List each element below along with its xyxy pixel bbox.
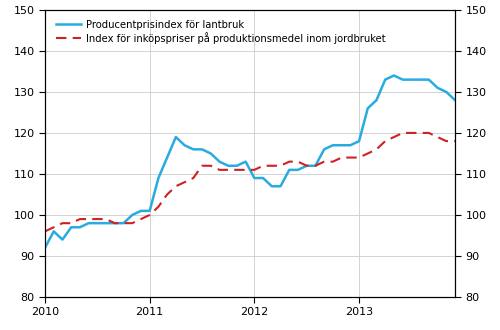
Index för inköpspriser på produktionsmedel inom jordbruket <box>199 164 205 168</box>
Legend: Producentprisindex för lantbruk, Index för inköpspriser på produktionsmedel inom: Producentprisindex för lantbruk, Index f… <box>54 18 388 46</box>
Index för inköpspriser på produktionsmedel inom jordbruket <box>252 168 258 172</box>
Index för inköpspriser på produktionsmedel inom jordbruket <box>42 229 48 233</box>
Producentprisindex för lantbruk <box>312 164 318 168</box>
Producentprisindex för lantbruk <box>330 143 336 147</box>
Line: Producentprisindex för lantbruk: Producentprisindex för lantbruk <box>45 76 490 248</box>
Producentprisindex för lantbruk <box>460 106 466 110</box>
Index för inköpspriser på produktionsmedel inom jordbruket <box>400 131 406 135</box>
Line: Index för inköpspriser på produktionsmedel inom jordbruket: Index för inköpspriser på produktionsmed… <box>45 133 490 231</box>
Producentprisindex för lantbruk <box>391 74 397 78</box>
Producentprisindex för lantbruk <box>199 148 205 151</box>
Index för inköpspriser på produktionsmedel inom jordbruket <box>312 164 318 168</box>
Producentprisindex för lantbruk <box>42 246 48 250</box>
Producentprisindex för lantbruk <box>487 123 493 127</box>
Index för inköpspriser på produktionsmedel inom jordbruket <box>487 148 493 151</box>
Index för inköpspriser på produktionsmedel inom jordbruket <box>77 217 83 221</box>
Index för inköpspriser på produktionsmedel inom jordbruket <box>460 143 466 147</box>
Producentprisindex för lantbruk <box>252 176 258 180</box>
Producentprisindex för lantbruk <box>77 225 83 229</box>
Index för inköpspriser på produktionsmedel inom jordbruket <box>330 160 336 164</box>
